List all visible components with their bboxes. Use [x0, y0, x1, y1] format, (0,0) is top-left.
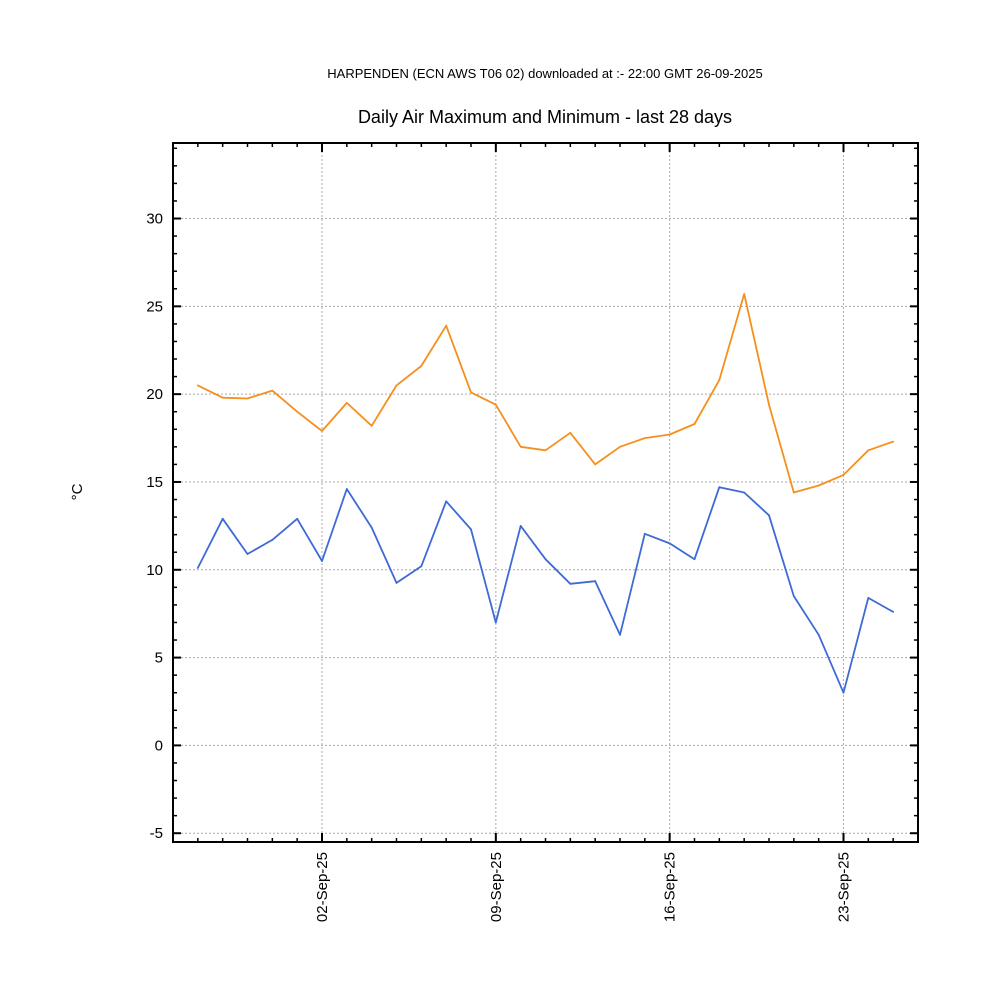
data-point [743, 491, 746, 494]
x-tick-label: 09-Sep-25 [488, 852, 505, 922]
data-point [321, 430, 323, 432]
y-axis-unit: °C [69, 483, 86, 500]
data-point [196, 384, 199, 387]
y-tick-label: 5 [155, 650, 163, 667]
data-point [470, 391, 472, 394]
data-point [395, 582, 398, 584]
data-point [768, 403, 770, 406]
data-point [668, 542, 671, 545]
data-point [743, 293, 746, 295]
data-point [395, 384, 398, 387]
data-point [792, 595, 795, 597]
y-axis-label: °C [69, 483, 86, 500]
data-point [494, 403, 497, 406]
axis-tick-labels: -5 0 5 10 15 20 25 30 02-Sep-25 09-Sep-25 16-Sep-2… [146, 211, 852, 923]
y-tick-label: 15 [146, 474, 163, 491]
gridlines [173, 143, 918, 842]
data-point [569, 431, 572, 434]
data-point [768, 514, 770, 517]
chart-title: Daily Air Maximum and Minimum - last 28 … [358, 107, 732, 127]
data-point [792, 491, 795, 494]
y-tick-label: 0 [155, 737, 163, 754]
data-point [271, 389, 274, 392]
series-line-2 [196, 486, 894, 694]
data-point [544, 449, 547, 452]
data-point [817, 484, 820, 487]
data-point [693, 558, 696, 561]
data-point [519, 525, 522, 527]
data-point [445, 324, 448, 327]
data-point [321, 560, 323, 562]
axis-ticks [173, 143, 918, 842]
data-point [345, 488, 348, 490]
data-point [842, 691, 845, 694]
data-point [892, 440, 895, 443]
data-point [643, 532, 646, 535]
data-point [345, 402, 348, 404]
data-point [718, 379, 721, 381]
data-point [445, 500, 448, 503]
data-point [494, 621, 497, 624]
x-tick-label: 23-Sep-25 [836, 852, 853, 922]
data-point [668, 433, 671, 436]
plot-frame [172, 142, 919, 843]
data-point [594, 463, 597, 466]
data-point [569, 582, 572, 585]
y-tick-label: 30 [146, 211, 163, 228]
data-point [619, 445, 621, 448]
data-point [519, 445, 522, 448]
data-point [370, 424, 373, 427]
series-line-1 [197, 293, 894, 494]
data-point [544, 558, 547, 561]
data-point [196, 567, 199, 569]
data-point [842, 474, 845, 476]
data-point [867, 449, 870, 452]
x-tick-label: 02-Sep-25 [314, 852, 331, 922]
x-tick-label: 16-Sep-25 [662, 852, 679, 922]
data-point [643, 437, 646, 439]
data-point [867, 597, 870, 599]
data-point [246, 397, 249, 400]
data-point [594, 580, 597, 583]
plot-series [196, 293, 895, 694]
data-point [370, 526, 373, 529]
data-point [718, 486, 721, 489]
chart-subtitle: HARPENDEN (ECN AWS T06 02) downloaded at… [327, 66, 762, 81]
data-point [296, 517, 299, 520]
y-tick-label: 10 [146, 562, 163, 579]
data-point [817, 633, 820, 636]
data-point [470, 528, 472, 531]
y-tick-label: 25 [146, 298, 163, 315]
y-tick-label: 20 [146, 386, 163, 403]
y-tick-label: -5 [150, 825, 163, 842]
data-point [296, 410, 299, 413]
data-point [420, 565, 423, 568]
data-point [246, 553, 249, 555]
data-point [619, 633, 621, 636]
data-point [420, 365, 423, 367]
data-point [693, 423, 696, 425]
data-point [271, 539, 274, 541]
data-point [221, 396, 224, 399]
data-point [221, 517, 224, 520]
data-point [892, 611, 895, 613]
